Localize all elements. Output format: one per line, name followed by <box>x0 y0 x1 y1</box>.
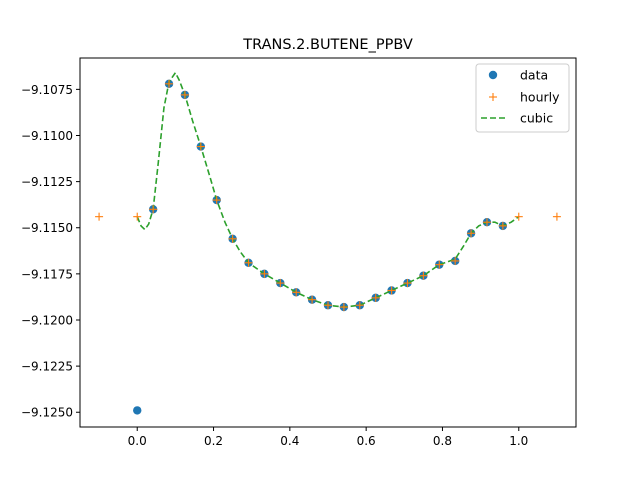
hourly-point <box>339 303 348 312</box>
hourly-point <box>403 279 412 288</box>
legend: data hourly cubic <box>475 63 570 133</box>
legend-label: cubic <box>520 111 553 126</box>
plot-area <box>95 71 561 415</box>
hourly-point <box>467 229 476 238</box>
y-tick-label: −9.1175 <box>21 267 73 281</box>
hourly-point <box>355 301 364 310</box>
x-tick-label: 0.0 <box>128 434 147 448</box>
x-tick-label: 0.2 <box>204 434 223 448</box>
hourly-point <box>324 301 332 310</box>
hourly-point <box>514 212 523 221</box>
y-axis: −9.1250 −9.1225 −9.1200 −9.1175 −9.1150 −9.11… <box>21 83 80 420</box>
legend-box <box>475 63 570 133</box>
y-tick-label: −9.1250 <box>21 406 73 420</box>
legend-label: hourly <box>520 90 560 105</box>
cubic-line <box>136 71 520 308</box>
hourly-point <box>387 286 396 295</box>
hourly-point <box>498 221 507 230</box>
y-tick-label: −9.1150 <box>21 221 73 235</box>
data-point <box>133 406 142 415</box>
legend-label: data <box>520 68 548 83</box>
x-tick-label: 0.4 <box>280 434 299 448</box>
hourly-point <box>180 90 189 99</box>
x-tick-label: 1.0 <box>509 434 528 448</box>
hourly-point <box>482 218 491 227</box>
hourly-point <box>228 234 237 243</box>
hourly-point <box>552 212 561 221</box>
hourly-point <box>308 295 317 304</box>
hourly-point <box>212 196 221 205</box>
y-tick-label: −9.1075 <box>21 83 73 97</box>
hourly-point <box>165 79 174 88</box>
hourly-point <box>435 260 444 269</box>
legend-hourly-marker <box>489 93 497 101</box>
y-tick-label: −9.1200 <box>21 313 73 327</box>
hourly-point <box>371 293 380 302</box>
y-tick-label: −9.1100 <box>21 129 73 143</box>
x-tick-label: 0.6 <box>357 434 376 448</box>
hourly-point <box>276 279 285 288</box>
hourly-point <box>244 258 253 267</box>
axes-frame <box>79 57 577 428</box>
hourly-point <box>196 142 205 151</box>
hourly-point <box>149 205 158 214</box>
hourly-point <box>95 212 104 221</box>
hourly-point <box>292 288 301 297</box>
y-tick-label: −9.1125 <box>21 175 73 189</box>
hourly-point <box>133 212 142 221</box>
hourly-point <box>451 256 460 265</box>
legend-data-marker <box>488 70 498 80</box>
y-tick-label: −9.1225 <box>21 360 73 374</box>
hourly-point <box>260 269 269 278</box>
x-axis: 0.0 0.2 0.4 0.6 0.8 1.0 <box>128 427 528 448</box>
chart-title: TRANS.2.BUTENE_PPBV <box>242 37 413 53</box>
x-tick-label: 0.8 <box>433 434 452 448</box>
hourly-point <box>419 271 428 280</box>
